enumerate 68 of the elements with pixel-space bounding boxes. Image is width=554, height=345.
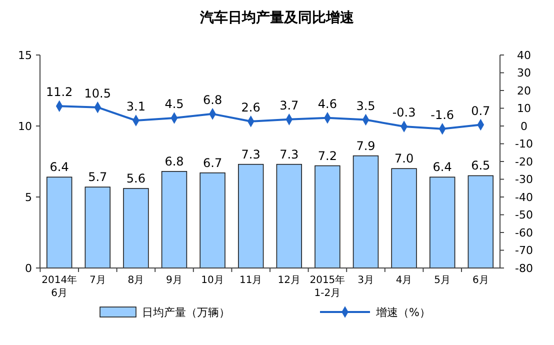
y2-tick-label: 40 [517,48,531,62]
x-tick-label: 2015年 1-2月 [310,274,346,299]
data-label: 11.2 [46,85,73,100]
data-label: 3.1 [126,99,146,114]
data-label: 6.8 [203,92,222,107]
x-tick-label: 10月 [201,275,224,286]
y2-tick-label: -10 [515,138,533,151]
legend-label: 日均产量（万辆） [142,306,230,319]
x-tick-label: 5月 [434,275,451,286]
bar [430,176,456,268]
bar [314,165,340,268]
data-label: 3.5 [356,98,376,113]
y2-tick-label: -50 [515,208,533,222]
y-tick-label: 10 [18,120,32,133]
data-label: 0.7 [471,104,490,118]
y2-tick-label: -60 [515,226,533,240]
data-label: 6.8 [164,154,184,168]
data-label: 7.3 [241,147,260,162]
data-label: -0.3 [392,106,416,120]
y2-tick-label: -80 [515,262,533,275]
x-tick-label: 11月 [239,275,262,286]
y2-tick-label: -70 [515,244,533,258]
bar [352,155,379,268]
y2-tick-label: -30 [515,173,533,186]
data-label: 4.5 [164,97,184,112]
x-tick-label: 4月 [396,275,412,286]
x-tick-label: 8月 [128,275,144,286]
bar [123,188,149,268]
data-label: 2.6 [241,100,260,114]
data-label: 4.6 [318,96,337,111]
bar [46,176,72,268]
data-label: 6.4 [50,160,69,174]
bar [200,172,226,268]
data-label: 6.7 [203,156,222,170]
x-tick-label: 6月 [472,275,489,286]
y2-tick-label: -40 [515,190,533,204]
y2-tick-label: 10 [517,102,531,116]
legend-label: 增速（%） [375,306,430,319]
data-label: 7.0 [394,152,414,166]
bar [276,164,302,268]
y2-tick-label: -20 [515,155,533,168]
data-label: 3.7 [280,98,299,112]
data-label: 7.9 [356,138,376,153]
bar [468,175,494,268]
x-tick-label: 3月 [358,275,374,286]
chart-title: 汽车日均产量及同比增速 [199,9,355,26]
y-tick-label: 15 [18,48,32,62]
data-label: 5.6 [126,171,146,186]
x-tick-label: 7月 [89,275,106,286]
data-label: 5.7 [88,170,108,184]
bar [391,168,417,268]
data-label: -1.6 [430,108,454,122]
x-tick-label: 2014年 6月 [42,274,78,299]
x-tick-label: 9月 [166,275,182,286]
data-label: 10.5 [84,86,112,100]
y-tick-label: 5 [25,190,32,204]
y2-tick-label: 20 [517,84,531,98]
data-label: 6.4 [432,160,452,174]
bar [84,186,110,268]
y-tick-label: 0 [25,262,32,275]
y2-tick-label: 30 [517,66,531,80]
x-tick-label: 12月 [278,275,301,286]
bar [238,164,264,268]
y2-tick-label: 0 [520,120,528,133]
data-label: 7.3 [280,147,299,162]
data-label: 7.2 [318,148,337,163]
bar [161,171,188,268]
data-label: 6.5 [471,158,490,173]
